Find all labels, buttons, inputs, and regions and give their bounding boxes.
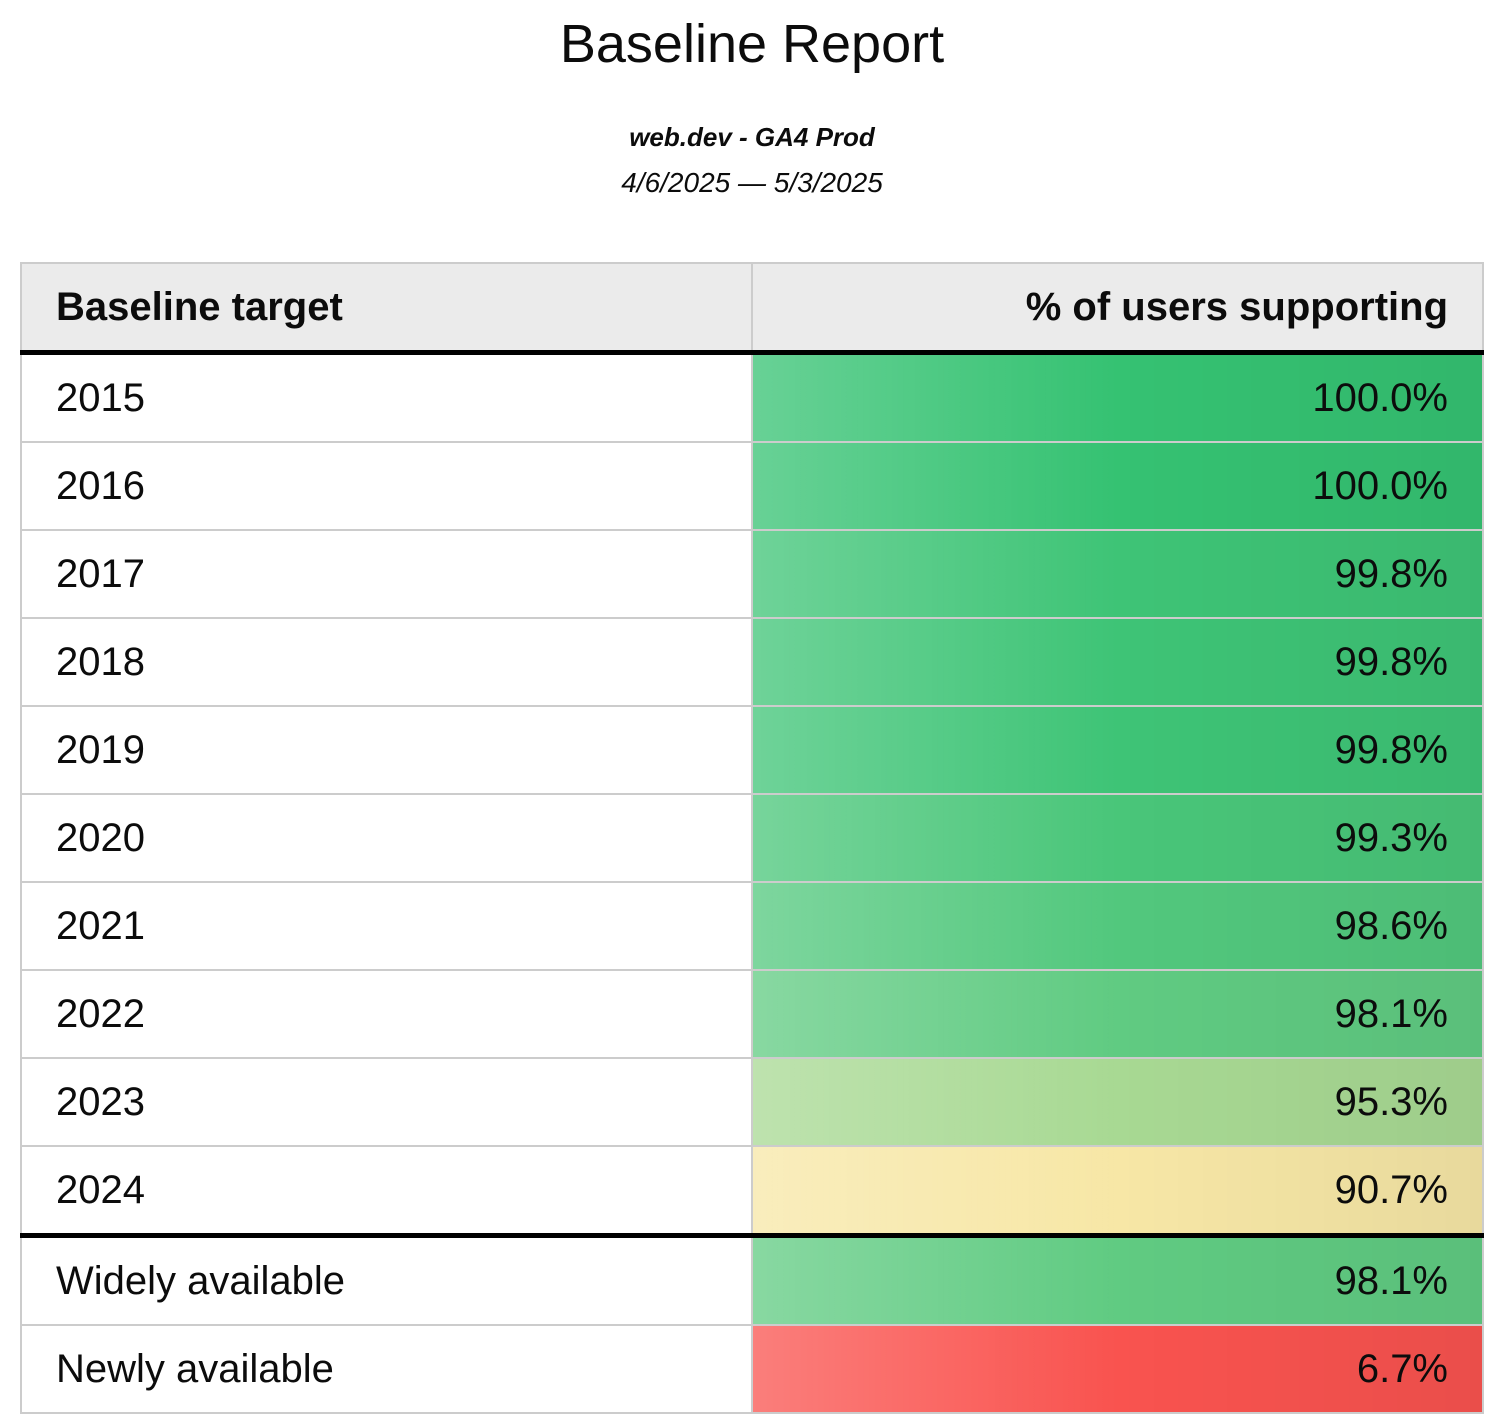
baseline-target-cell: Widely available xyxy=(20,1233,753,1327)
column-header-percent-users-supporting: % of users supporting xyxy=(751,262,1484,356)
baseline-target-cell: 2024 xyxy=(20,1145,753,1237)
support-percentage-cell: 6.7% xyxy=(751,1324,1484,1415)
table-row: 2018 99.8% xyxy=(20,617,1484,708)
report-date-range: 4/6/2025 — 5/3/2025 xyxy=(621,167,883,199)
support-percentage-cell: 99.3% xyxy=(751,793,1484,884)
support-percentage-cell: 100.0% xyxy=(751,441,1484,532)
table-row: 2015 100.0% xyxy=(20,351,1484,444)
baseline-target-cell: 2015 xyxy=(20,351,753,444)
baseline-target-cell: 2018 xyxy=(20,617,753,708)
support-percentage-cell: 99.8% xyxy=(751,617,1484,708)
baseline-target-cell: 2020 xyxy=(20,793,753,884)
table-row: 2019 99.8% xyxy=(20,705,1484,796)
column-header-baseline-target: Baseline target xyxy=(20,262,753,356)
table-row: 2023 95.3% xyxy=(20,1057,1484,1148)
baseline-target-cell: 2017 xyxy=(20,529,753,620)
baseline-target-cell: Newly available xyxy=(20,1324,753,1415)
support-percentage-cell: 99.8% xyxy=(751,705,1484,796)
baseline-support-table: Baseline target % of users supporting 20… xyxy=(20,262,1484,1415)
table-row: Widely available 98.1% xyxy=(20,1233,1484,1327)
support-percentage-cell: 90.7% xyxy=(751,1145,1484,1237)
table-row: 2016 100.0% xyxy=(20,441,1484,532)
support-percentage-cell: 95.3% xyxy=(751,1057,1484,1148)
baseline-target-cell: 2023 xyxy=(20,1057,753,1148)
table-row: 2017 99.8% xyxy=(20,529,1484,620)
table-row: 2020 99.3% xyxy=(20,793,1484,884)
table-row: 2024 90.7% xyxy=(20,1145,1484,1237)
support-percentage-cell: 98.1% xyxy=(751,969,1484,1060)
table-body: 2015 100.0% 2016 100.0% 2017 99.8% 2018 … xyxy=(20,351,1484,1415)
report-property-name: web.dev - GA4 Prod xyxy=(629,121,875,152)
support-percentage-cell: 98.1% xyxy=(751,1233,1484,1327)
baseline-target-cell: 2016 xyxy=(20,441,753,532)
table-row: 2021 98.6% xyxy=(20,881,1484,972)
support-percentage-cell: 98.6% xyxy=(751,881,1484,972)
page-title: Baseline Report xyxy=(559,14,945,74)
baseline-target-cell: 2021 xyxy=(20,881,753,972)
table-row: 2022 98.1% xyxy=(20,969,1484,1060)
table-header-row: Baseline target % of users supporting xyxy=(20,262,1484,356)
baseline-target-cell: 2022 xyxy=(20,969,753,1060)
table-row: Newly available 6.7% xyxy=(20,1324,1484,1415)
support-percentage-cell: 99.8% xyxy=(751,529,1484,620)
support-percentage-cell: 100.0% xyxy=(751,351,1484,444)
baseline-target-cell: 2019 xyxy=(20,705,753,796)
